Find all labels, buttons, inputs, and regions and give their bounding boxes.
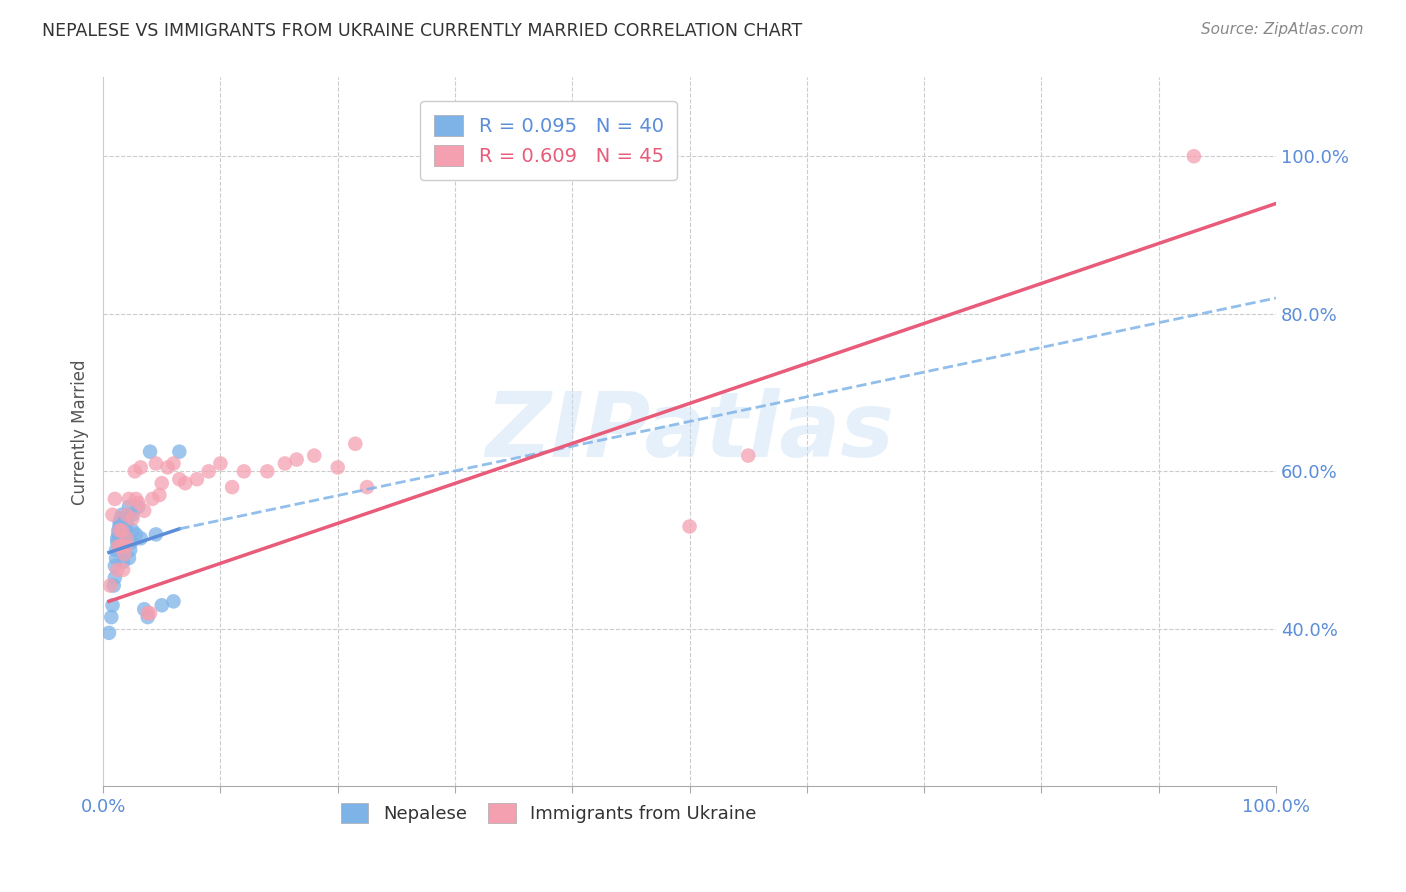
Point (105, 531, 128, 545)
Point (120, 535, 142, 549)
Point (129, 460, 152, 475)
Point (356, 480, 378, 494)
Point (104, 558, 127, 573)
Point (118, 491, 141, 506)
Point (107, 527, 129, 541)
Point (108, 524, 131, 538)
Point (120, 543, 142, 558)
Point (117, 508, 139, 522)
Text: Source: ZipAtlas.com: Source: ZipAtlas.com (1201, 22, 1364, 37)
Point (148, 488, 170, 502)
Point (114, 539, 136, 553)
Point (197, 464, 219, 478)
Point (150, 476, 173, 491)
Point (121, 508, 143, 522)
Point (115, 516, 138, 530)
Point (232, 464, 254, 478)
Text: ZIPatlas: ZIPatlas (485, 388, 894, 476)
Point (115, 531, 138, 545)
Point (136, 610, 159, 624)
Point (101, 508, 124, 522)
Point (186, 472, 208, 486)
Point (105, 551, 128, 566)
Legend: Nepalese, Immigrants from Ukraine: Nepalese, Immigrants from Ukraine (330, 793, 768, 834)
Point (108, 519, 131, 533)
Point (302, 449, 325, 463)
Point (105, 535, 128, 549)
Point (326, 460, 349, 475)
Point (125, 491, 148, 506)
Point (98, 625, 121, 640)
Point (112, 547, 135, 561)
Point (112, 563, 135, 577)
Point (156, 460, 179, 475)
Point (124, 464, 146, 478)
Point (112, 547, 135, 561)
Point (114, 531, 136, 545)
Point (221, 480, 243, 494)
Point (104, 571, 127, 585)
Point (112, 539, 135, 553)
Point (169, 472, 191, 486)
Point (209, 457, 232, 471)
Point (141, 491, 163, 506)
Text: NEPALESE VS IMMIGRANTS FROM UKRAINE CURRENTLY MARRIED CORRELATION CHART: NEPALESE VS IMMIGRANTS FROM UKRAINE CURR… (42, 22, 803, 40)
Point (1182, 149, 1205, 163)
Point (121, 524, 143, 538)
Point (134, 504, 156, 518)
Point (285, 452, 308, 467)
Point (139, 606, 162, 620)
Point (274, 457, 297, 471)
Point (169, 444, 191, 458)
Point (115, 508, 138, 522)
Point (105, 563, 128, 577)
Point (111, 524, 134, 538)
Point (678, 519, 700, 533)
Point (98, 578, 121, 592)
Point (103, 578, 125, 592)
Point (256, 464, 278, 478)
Point (125, 527, 148, 541)
Point (134, 602, 156, 616)
Point (118, 500, 141, 514)
Point (110, 511, 132, 525)
Point (105, 543, 128, 558)
Point (110, 539, 132, 553)
Point (112, 555, 135, 569)
Point (115, 524, 138, 538)
Point (127, 496, 149, 510)
Point (108, 516, 131, 530)
Point (139, 444, 162, 458)
Point (111, 508, 134, 522)
Point (162, 594, 184, 608)
Point (127, 500, 149, 514)
Point (145, 527, 167, 541)
Point (150, 599, 173, 613)
Point (174, 476, 197, 491)
Point (344, 437, 367, 451)
Point (121, 511, 143, 525)
Point (737, 449, 759, 463)
Point (136, 606, 159, 620)
Y-axis label: Currently Married: Currently Married (72, 359, 89, 505)
Point (104, 491, 127, 506)
Point (145, 457, 167, 471)
Point (101, 599, 124, 613)
Point (107, 524, 129, 538)
Point (118, 551, 141, 566)
Point (107, 539, 129, 553)
Point (110, 516, 132, 530)
Point (129, 531, 152, 545)
Point (162, 457, 184, 471)
Point (100, 610, 122, 624)
